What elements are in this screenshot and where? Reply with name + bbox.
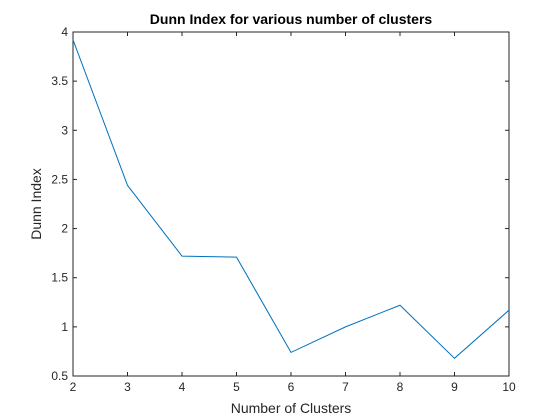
- y-tick-label: 1: [61, 320, 68, 334]
- y-tick-labels: 0.5 1 1.5 2 2.5 3 3.5 4: [51, 25, 68, 383]
- y-tick-label: 3.5: [51, 74, 68, 88]
- series-layer: [72, 39, 510, 359]
- plot-area: [72, 31, 510, 377]
- y-tick-label: 4: [61, 25, 68, 39]
- x-tick-label: 10: [502, 380, 516, 394]
- x-tick-label: 4: [179, 380, 186, 394]
- x-tick-label: 7: [342, 380, 349, 394]
- x-tick-label: 8: [397, 380, 404, 394]
- y-tick-label: 2.5: [51, 172, 68, 186]
- y-tick-label: 1.5: [51, 271, 68, 285]
- y-axis-label: Dunn Index: [28, 168, 44, 240]
- x-tick-labels: 2 3 4 5 6 7 8 9 10: [70, 380, 516, 394]
- y-tick-label: 3: [61, 123, 68, 137]
- axis-ticks: [72, 31, 510, 377]
- chart-title: Dunn Index for various number of cluster…: [150, 11, 433, 27]
- x-tick-label: 9: [451, 380, 458, 394]
- x-tick-label: 6: [288, 380, 295, 394]
- series-line: [72, 39, 510, 359]
- x-tick-label: 3: [124, 380, 131, 394]
- y-tick-label: 0.5: [51, 369, 68, 383]
- y-tick-label: 2: [61, 222, 68, 236]
- x-tick-label: 2: [70, 380, 77, 394]
- x-tick-label: 5: [233, 380, 240, 394]
- x-axis-label: Number of Clusters: [231, 400, 352, 416]
